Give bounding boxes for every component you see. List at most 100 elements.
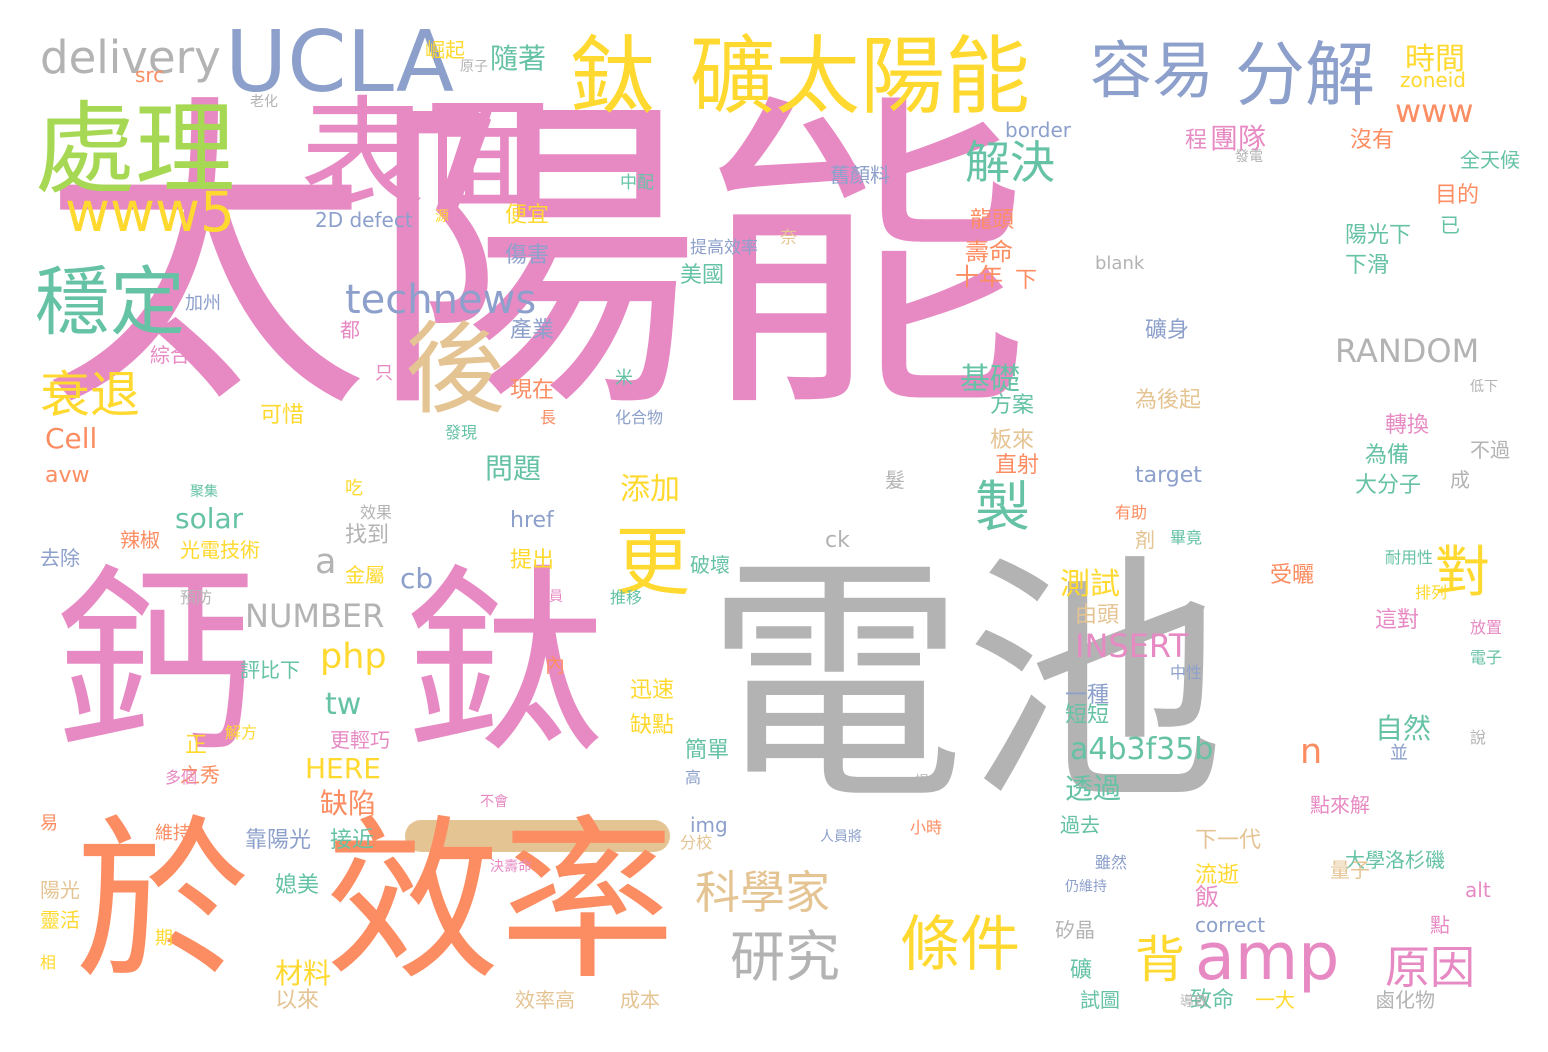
cloud-word: 便宜 bbox=[505, 203, 550, 228]
cloud-word: alt bbox=[1465, 878, 1491, 902]
cloud-word: 過去 bbox=[1060, 813, 1100, 837]
cloud-word: 正 bbox=[185, 733, 208, 758]
cloud-word: ck bbox=[825, 528, 850, 553]
cloud-word: 於 bbox=[75, 801, 250, 1004]
cloud-word: 自然 bbox=[1375, 712, 1432, 745]
cloud-word: 老化 bbox=[250, 94, 278, 110]
cloud-word: 金屬 bbox=[345, 563, 385, 587]
cloud-word: 接近 bbox=[330, 828, 375, 853]
cloud-word: 中性 bbox=[1170, 663, 1203, 682]
cloud-word: 評比下 bbox=[240, 658, 300, 682]
cloud-word: 礦太陽能 bbox=[690, 28, 1031, 127]
cloud-word: 鈣 bbox=[55, 548, 256, 781]
cloud-word: 矽晶 bbox=[1055, 918, 1095, 942]
cloud-word: 簡單 bbox=[685, 738, 730, 763]
cloud-word: 媳美 bbox=[275, 873, 320, 898]
cloud-word: 可惜 bbox=[260, 403, 305, 428]
cloud-word: 找到 bbox=[345, 523, 390, 548]
cloud-word: 低下 bbox=[1470, 379, 1498, 395]
cloud-word: 效率 bbox=[325, 801, 675, 1004]
cloud-word: tw bbox=[325, 687, 362, 722]
cloud-word: href bbox=[510, 508, 554, 533]
cloud-word: 小時 bbox=[910, 818, 943, 837]
cloud-word: 衰退 bbox=[40, 366, 140, 424]
cloud-word: 之秀 bbox=[180, 763, 220, 787]
cloud-word: 現在 bbox=[510, 378, 555, 403]
cloud-word: 都 bbox=[340, 318, 360, 342]
cloud-word: 轉換 bbox=[1385, 413, 1430, 438]
cloud-word: 表面 bbox=[300, 85, 550, 230]
cloud-word: 仍維持 bbox=[1065, 879, 1107, 895]
cloud-word: amp bbox=[1195, 920, 1340, 995]
cloud-word: 光電技術 bbox=[180, 538, 260, 562]
cloud-word: avw bbox=[45, 463, 90, 488]
cloud-word: 下 bbox=[1015, 268, 1038, 293]
cloud-word: 缺陷 bbox=[320, 787, 377, 820]
cloud-word: 畢竟 bbox=[1170, 528, 1203, 547]
cloud-word: 排列 bbox=[1415, 583, 1448, 602]
cloud-word: 相 bbox=[40, 953, 57, 972]
cloud-word: 鈦 bbox=[570, 28, 656, 127]
cloud-word: 以來 bbox=[275, 988, 320, 1013]
cloud-word: 並 bbox=[1390, 743, 1408, 764]
cloud-word: Cell bbox=[45, 422, 98, 455]
cloud-word: 沒有 bbox=[1350, 128, 1395, 153]
cloud-word: 迅速 bbox=[630, 678, 675, 703]
cloud-word: 成本 bbox=[620, 988, 660, 1012]
cloud-word: 美國 bbox=[680, 263, 725, 288]
cloud-word: 缺點 bbox=[630, 713, 675, 738]
cloud-word: 已 bbox=[1440, 213, 1460, 237]
cloud-word: 舊顏料 bbox=[830, 163, 890, 187]
cloud-word: 化合物 bbox=[615, 408, 664, 427]
cloud-word: 2D defect bbox=[315, 208, 413, 232]
cloud-word: 板來 bbox=[990, 428, 1035, 453]
cloud-word: 效果 bbox=[360, 503, 393, 522]
cloud-word: 提高 bbox=[915, 774, 943, 790]
cloud-word: 一大 bbox=[1255, 988, 1295, 1012]
cloud-word: technews bbox=[345, 277, 537, 323]
cloud-word: 高 bbox=[685, 768, 702, 787]
cloud-word: 研究 bbox=[730, 925, 841, 989]
cloud-word: 大分子 bbox=[1355, 473, 1422, 498]
cloud-word: 提出 bbox=[510, 548, 555, 573]
cloud-word: 發電 bbox=[1235, 149, 1263, 165]
cloud-word: RANDOM bbox=[1335, 332, 1480, 370]
cloud-word: 為備 bbox=[1365, 443, 1410, 468]
cloud-word: 發現 bbox=[445, 423, 478, 442]
cloud-word: 礦身 bbox=[1145, 318, 1190, 343]
cloud-word: 破壞 bbox=[690, 553, 730, 577]
cloud-word: 背 bbox=[1135, 931, 1185, 989]
cloud-word: 為後起 bbox=[1135, 388, 1202, 413]
cloud-word: 解方 bbox=[225, 723, 258, 742]
cloud-word: 對 bbox=[1435, 540, 1491, 604]
cloud-word: 科學家 bbox=[695, 866, 831, 919]
cloud-word: zoneid bbox=[1400, 68, 1466, 92]
cloud-word: 陽光 bbox=[40, 878, 80, 902]
cloud-word: 基礎 bbox=[960, 362, 1020, 397]
cloud-word: 只 bbox=[375, 363, 393, 384]
cloud-word: www bbox=[1395, 92, 1474, 130]
cloud-word: 源 bbox=[435, 209, 449, 225]
cloud-word: www5 bbox=[65, 180, 235, 244]
cloud-word: UCLA bbox=[225, 13, 455, 112]
cloud-word: 髮 bbox=[885, 468, 905, 492]
cloud-word: 分校 bbox=[680, 833, 713, 852]
cloud-word: 穩定 bbox=[35, 258, 186, 346]
cloud-word: 鈦 bbox=[405, 548, 606, 781]
cloud-word: 容易 bbox=[1090, 34, 1215, 107]
cloud-word: 方案 bbox=[990, 393, 1035, 418]
cloud-word: 更 bbox=[615, 518, 691, 606]
cloud-word: 時間 bbox=[1405, 42, 1465, 77]
cloud-word: 內 bbox=[545, 653, 565, 677]
cloud-word: correct bbox=[1195, 913, 1266, 937]
cloud-word: 壽命 bbox=[965, 238, 1013, 266]
cloud-word: 推移 bbox=[610, 588, 643, 607]
cloud-word: 不過 bbox=[1470, 438, 1510, 462]
cloud-word: 飯 bbox=[1195, 883, 1219, 911]
cloud-word: 原因 bbox=[1385, 941, 1476, 994]
cloud-word: 傷害 bbox=[505, 243, 550, 268]
cloud-word: 添加 bbox=[620, 472, 680, 507]
cloud-word: 更輕巧 bbox=[330, 728, 390, 752]
cloud-word: img bbox=[690, 813, 728, 837]
cloud-word: 測試 bbox=[1060, 567, 1120, 602]
